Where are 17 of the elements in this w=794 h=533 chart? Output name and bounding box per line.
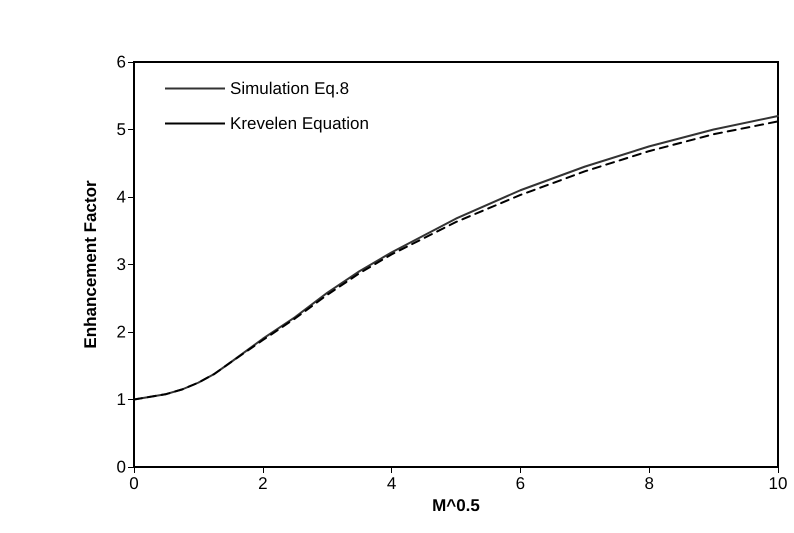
x-axis-title: M^0.5 [432,496,480,515]
y-tick-label: 4 [116,188,126,206]
legend-label: Krevelen Equation [230,114,369,133]
x-tick-label: 10 [768,474,788,493]
y-tick-label: 1 [116,390,126,409]
y-tick-label: 6 [116,52,126,72]
x-tick-label: 8 [644,474,654,493]
y-axis-title: Enhancement Factor [81,180,100,349]
x-tick-label: 6 [516,474,526,493]
y-tick-label: 3 [116,255,126,274]
y-tick-label: 2 [116,322,126,342]
x-tick-label: 2 [258,474,268,493]
y-tick-label: 0 [116,458,126,476]
y-tick-label: 5 [116,120,126,139]
x-tick-label: 0 [129,474,139,493]
x-tick-label: 4 [386,474,396,493]
legend-label: Simulation Eq.8 [230,79,350,98]
